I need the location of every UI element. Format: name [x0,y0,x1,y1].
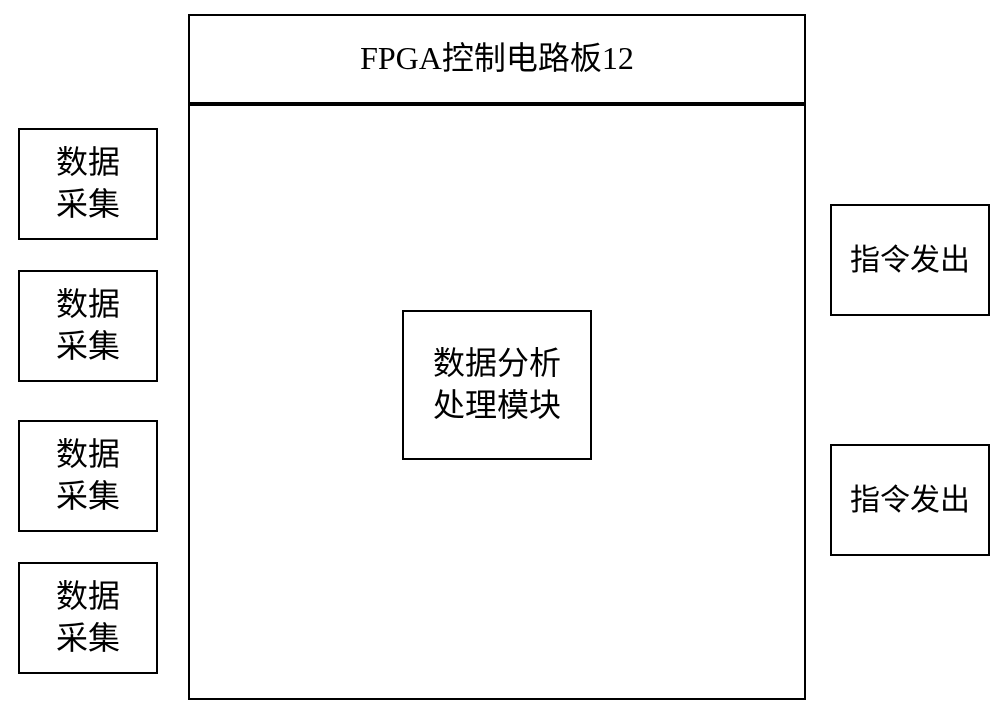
left-label-1: 数据采集 [56,142,120,225]
left-label-4: 数据采集 [56,576,120,659]
left-box-4: 数据采集 [18,562,158,674]
left-box-3: 数据采集 [18,420,158,532]
left-box-1: 数据采集 [18,128,158,240]
left-label-2: 数据采集 [56,284,120,367]
left-label-3: 数据采集 [56,434,120,517]
right-label-2: 指令发出 [850,481,970,520]
right-label-1: 指令发出 [850,241,970,280]
right-box-2: 指令发出 [830,444,990,556]
left-box-2: 数据采集 [18,270,158,382]
center-module-label: 数据分析处理模块 [433,343,561,426]
diagram-canvas: FPGA控制电路板12 数据分析处理模块 数据采集 数据采集 数据采集 数据采集… [0,0,1000,713]
center-module-box: 数据分析处理模块 [402,310,592,460]
right-box-1: 指令发出 [830,204,990,316]
title-bar-label: FPGA控制电路板12 [360,38,634,80]
title-bar-box: FPGA控制电路板12 [188,14,806,104]
